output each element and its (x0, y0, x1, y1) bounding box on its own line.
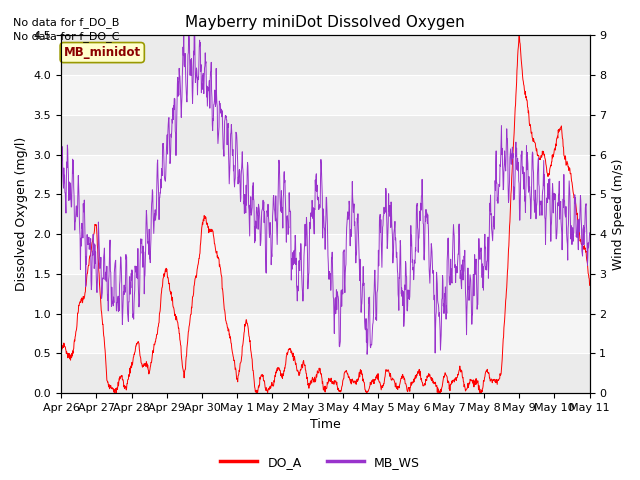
Y-axis label: Dissolved Oxygen (mg/l): Dissolved Oxygen (mg/l) (15, 137, 28, 291)
Text: No data for f_DO_C: No data for f_DO_C (13, 31, 119, 42)
Text: MB_minidot: MB_minidot (63, 46, 141, 59)
Bar (61, 274, 589, 313)
Bar (61, 353, 589, 393)
Y-axis label: Wind Speed (m/s): Wind Speed (m/s) (612, 158, 625, 270)
Bar (61, 36, 589, 75)
Bar (61, 194, 589, 234)
X-axis label: Time: Time (310, 419, 340, 432)
Bar (61, 75, 589, 115)
Bar (61, 155, 589, 194)
Title: Mayberry miniDot Dissolved Oxygen: Mayberry miniDot Dissolved Oxygen (186, 15, 465, 30)
Text: No data for f_DO_B: No data for f_DO_B (13, 17, 119, 28)
Bar (61, 234, 589, 274)
Bar (61, 115, 589, 155)
Legend: DO_A, MB_WS: DO_A, MB_WS (215, 451, 425, 474)
Bar (61, 313, 589, 353)
